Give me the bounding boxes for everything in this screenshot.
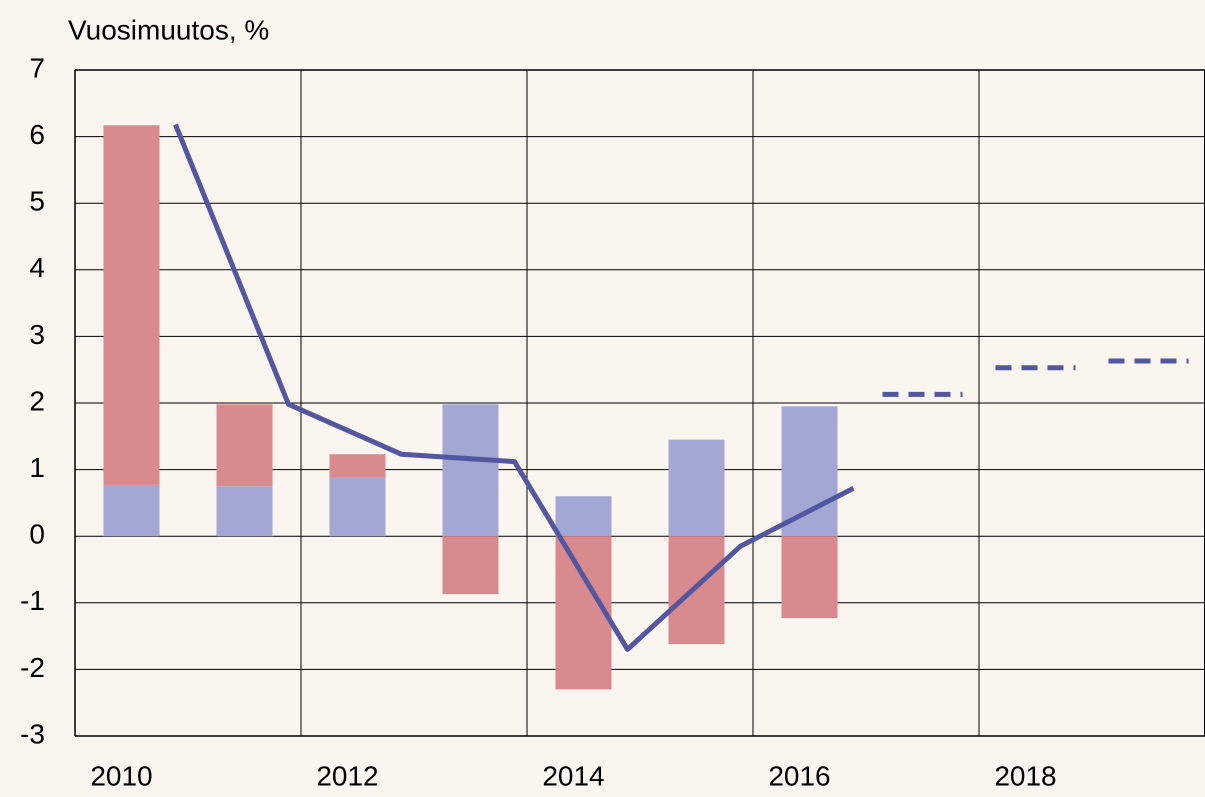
- x-tick-label: 2018: [994, 760, 1056, 791]
- y-tick-label: 4: [29, 252, 45, 283]
- bar-segment: [442, 404, 499, 537]
- y-tick-label: 6: [29, 119, 45, 150]
- bar-segment: [329, 454, 386, 478]
- bar-segment: [103, 484, 160, 537]
- y-tick-label: 3: [29, 319, 45, 350]
- bar-segment: [216, 486, 273, 537]
- y-tick-label: -2: [20, 652, 45, 683]
- x-tick-label: 2010: [90, 760, 152, 791]
- bar-segment: [216, 404, 273, 487]
- y-tick-label: -1: [20, 585, 45, 616]
- y-tick-label: 7: [29, 52, 45, 83]
- y-tick-label: 2: [29, 385, 45, 416]
- bar-segment: [103, 125, 160, 485]
- x-tick-label: 2012: [316, 760, 378, 791]
- bar-segment: [329, 477, 386, 537]
- y-tick-label: 0: [29, 519, 45, 550]
- line: [173, 123, 855, 652]
- bar-segment: [668, 536, 725, 645]
- bar-segment: [668, 439, 725, 537]
- y-tick-label: 5: [29, 186, 45, 217]
- x-tick-label: 2016: [768, 760, 830, 791]
- bar-segment: [555, 536, 612, 690]
- bar-segment: [442, 536, 499, 595]
- y-tick-label: 1: [29, 452, 45, 483]
- bar-segment: [555, 496, 612, 537]
- chart-title: Vuosimuutos, %: [68, 14, 269, 45]
- bar-segment: [781, 536, 838, 619]
- bar-segment: [781, 406, 838, 537]
- y-tick-label: -3: [20, 718, 45, 749]
- x-tick-label: 2014: [542, 760, 604, 791]
